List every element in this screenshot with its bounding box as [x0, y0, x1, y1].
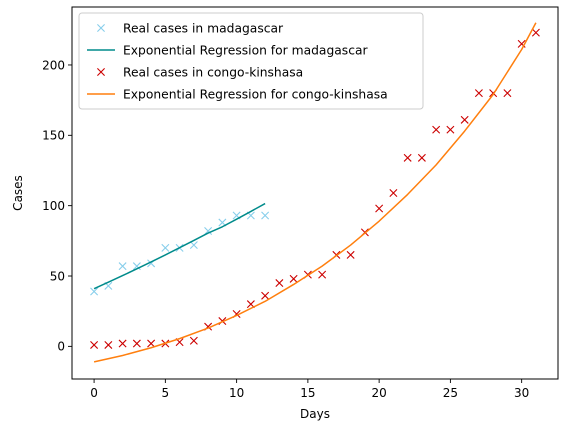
x-tick-label: 30	[514, 386, 529, 400]
data-point	[275, 279, 284, 288]
y-tick-label: 0	[57, 340, 65, 354]
legend-entry: Exponential Regression for madagascar	[87, 44, 369, 58]
data-point	[474, 89, 483, 98]
x-axis: 0 5 10 15 20 25 30	[90, 379, 529, 400]
y-tick-label: 50	[50, 269, 65, 283]
data-point	[403, 153, 412, 162]
data-point	[460, 115, 469, 124]
y-tick-label: 200	[42, 58, 65, 72]
legend-label: Exponential Regression for madagascar	[123, 44, 369, 58]
y-tick-label: 100	[42, 199, 65, 213]
legend-entry: Exponential Regression for congo-kinshas…	[87, 88, 388, 102]
regression-line	[93, 22, 537, 363]
x-tick-label: 25	[443, 386, 458, 400]
data-point	[318, 270, 327, 279]
data-point	[446, 125, 455, 134]
data-point	[189, 336, 198, 345]
data-point	[289, 274, 298, 283]
series-2	[93, 202, 266, 290]
x-axis-label: Days	[300, 407, 330, 421]
x-tick-label: 0	[90, 386, 98, 400]
y-tick-label: 150	[42, 129, 65, 143]
data-point	[147, 339, 156, 348]
x-tick-label: 10	[229, 386, 244, 400]
y-axis-label: Cases	[11, 175, 25, 211]
data-point	[118, 262, 127, 271]
axes-frame	[71, 6, 559, 380]
data-point	[531, 28, 540, 37]
data-point	[204, 226, 213, 235]
plot-area	[90, 22, 540, 363]
data-point	[346, 250, 355, 259]
legend-entry: Real cases in congo-kinshasa	[97, 66, 303, 80]
data-point	[90, 287, 99, 296]
data-point	[261, 291, 270, 300]
y-axis: 0 50 100 150 200	[42, 58, 72, 354]
data-point	[90, 340, 99, 349]
regression-line	[93, 202, 266, 290]
legend-box	[78, 12, 424, 110]
data-point	[432, 125, 441, 134]
series-4	[93, 22, 537, 363]
legend-label: Exponential Regression for congo-kinshas…	[123, 88, 388, 102]
x-tick-label: 15	[300, 386, 315, 400]
data-point	[417, 153, 426, 162]
x-tick-label: 5	[162, 386, 170, 400]
data-point	[389, 189, 398, 197]
series-3	[90, 28, 540, 349]
data-point	[261, 211, 270, 220]
data-point	[375, 204, 384, 213]
data-point	[132, 339, 141, 348]
data-point	[189, 241, 198, 250]
data-point	[104, 340, 113, 349]
legend-entry: Real cases in madagascar	[97, 22, 284, 36]
data-point	[118, 339, 127, 348]
legend-marker-swatch	[97, 24, 105, 32]
data-point	[503, 89, 512, 98]
x-tick-label: 20	[371, 386, 386, 400]
data-point	[161, 243, 170, 252]
legend-label: Real cases in madagascar	[123, 22, 284, 36]
data-point	[132, 262, 141, 271]
legend-marker-swatch	[97, 68, 105, 76]
legend: Real cases in madagascar Exponential Regr…	[78, 12, 424, 110]
legend-label: Real cases in congo-kinshasa	[123, 66, 303, 80]
